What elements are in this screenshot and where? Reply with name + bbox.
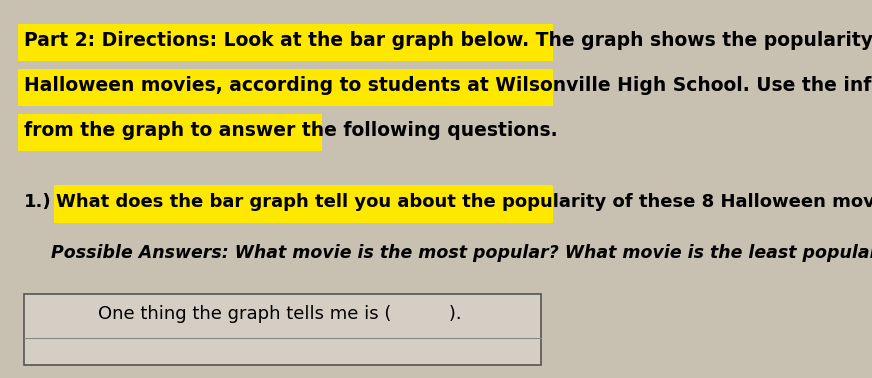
Bar bbox=[18, 69, 553, 107]
Text: Halloween movies, according to students at Wilsonville High School. Use the info: Halloween movies, according to students … bbox=[24, 76, 872, 95]
Bar bbox=[18, 114, 322, 152]
Text: One thing the graph tells me is (          ).: One thing the graph tells me is ( ). bbox=[98, 305, 461, 323]
Text: What does the bar graph tell you about the popularity of these 8 Halloween movie: What does the bar graph tell you about t… bbox=[56, 193, 872, 211]
FancyBboxPatch shape bbox=[24, 294, 542, 366]
Text: 1.): 1.) bbox=[24, 193, 51, 211]
Text: Possible Answers: What movie is the most popular? What movie is the least popula: Possible Answers: What movie is the most… bbox=[51, 244, 872, 262]
Text: from the graph to answer the following questions.: from the graph to answer the following q… bbox=[24, 121, 557, 140]
Bar bbox=[54, 185, 553, 223]
Bar bbox=[18, 24, 553, 61]
Text: Part 2: Directions: Look at the bar graph below. The graph shows the popularity : Part 2: Directions: Look at the bar grap… bbox=[24, 31, 872, 50]
